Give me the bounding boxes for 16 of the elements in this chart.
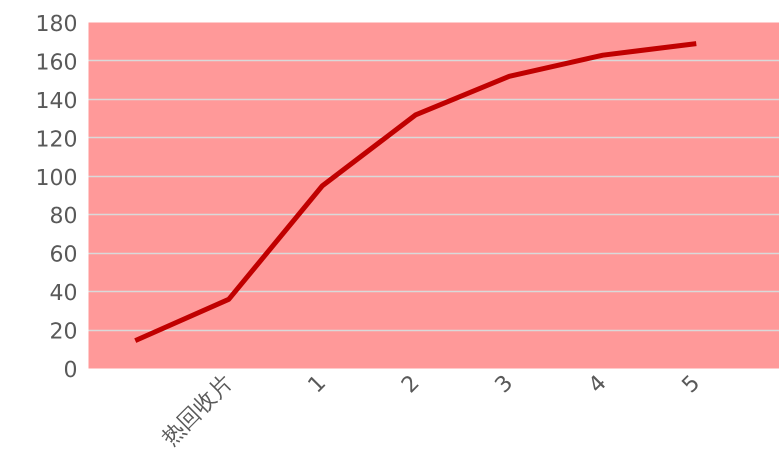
y-tick-label: 160	[36, 50, 78, 76]
y-tick-label: 0	[64, 358, 78, 383]
y-tick-label: 140	[36, 88, 78, 114]
y-tick-label: 120	[36, 127, 78, 152]
y-tick-label: 60	[50, 242, 78, 268]
y-tick-label: 20	[50, 320, 78, 345]
y-tick-label: 40	[50, 281, 78, 306]
x-tick-label: 热回收片	[158, 370, 238, 451]
y-tick-label: 180	[36, 12, 78, 37]
y-tick-label: 80	[50, 204, 78, 230]
x-tick-label: 2	[397, 370, 425, 398]
x-tick-label: 5	[678, 370, 706, 398]
x-tick-label: 4	[584, 370, 612, 398]
x-tick-label: 3	[490, 370, 518, 398]
x-tick-label: 1	[304, 370, 332, 398]
y-tick-label: 100	[36, 166, 78, 191]
